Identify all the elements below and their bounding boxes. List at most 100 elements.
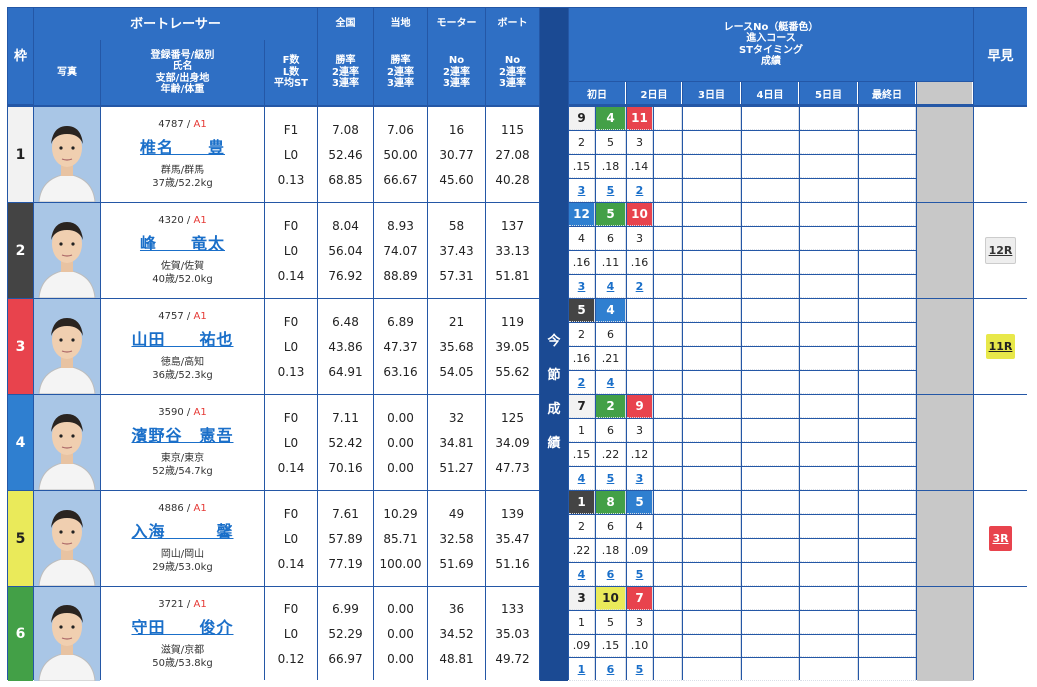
- race-cell-empty: [742, 347, 799, 370]
- age-weight: 52歳/54.7kg: [152, 466, 213, 477]
- racer-class: A1: [193, 119, 207, 130]
- race-cell-empty: [800, 395, 858, 418]
- header-hayami: 早見: [974, 8, 1027, 105]
- race-result-link[interactable]: 6: [596, 563, 626, 586]
- day-tab-4[interactable]: 4日目: [742, 82, 799, 104]
- racer-name-link[interactable]: 峰 竜太: [139, 234, 225, 253]
- touchi-value: 7.06: [387, 122, 414, 137]
- header-profile-line: 登録番号/級別: [150, 49, 215, 61]
- fl-stats: F0 L0 0.13: [265, 299, 317, 394]
- race-cell-empty: [654, 419, 682, 442]
- waku-number: 5: [8, 491, 33, 586]
- racer-name-link[interactable]: 濱野谷 憲吾: [131, 426, 234, 445]
- racer-name-link[interactable]: 山田 祐也: [131, 330, 234, 349]
- race-result-link[interactable]: 2: [627, 179, 653, 202]
- day-tab-6[interactable]: 最終日: [859, 82, 916, 104]
- zenkoku-value: 52.46: [328, 147, 363, 162]
- race-result-link[interactable]: 4: [569, 563, 595, 586]
- race-cell-empty: [859, 131, 916, 154]
- race-cell-empty: [654, 155, 682, 178]
- fl-stats: F0 L0 0.12: [265, 587, 317, 681]
- race-cell-empty: [683, 275, 741, 298]
- race-st: .22: [596, 443, 626, 466]
- header-boat-rates: No 2連率 3連率: [486, 40, 539, 105]
- touchi-value: 74.07: [383, 243, 418, 258]
- racer-photo-image: [35, 212, 99, 298]
- racer-profile: 3590 / A1 濱野谷 憲吾 東京/東京 52歳/54.7kg: [101, 395, 264, 490]
- race-result-link[interactable]: 5: [627, 658, 653, 681]
- race-cell-empty: [859, 563, 916, 586]
- registration-number: 3590 /: [158, 407, 194, 418]
- fl-value: F1: [283, 122, 299, 137]
- race-result-link[interactable]: 5: [596, 467, 626, 490]
- racer-name-link[interactable]: 守田 俊介: [131, 617, 234, 637]
- racer-name-link[interactable]: 入海 馨: [131, 522, 234, 541]
- race-cell-empty: [742, 587, 799, 610]
- race-result-link[interactable]: 5: [627, 563, 653, 586]
- race-cell-empty: [683, 155, 741, 178]
- race-cell-empty: [742, 635, 799, 657]
- racer-class: A1: [193, 503, 207, 514]
- race-result-link[interactable]: 3: [569, 275, 595, 298]
- motor-value: 58: [448, 218, 465, 233]
- race-cell-empty: [654, 491, 682, 514]
- konsetsu-char: 績: [547, 436, 561, 451]
- boat-value: 34.09: [495, 435, 530, 450]
- boat-value: 27.08: [495, 147, 530, 162]
- day-tab-1[interactable]: 初日: [569, 82, 626, 104]
- header-rate-line: 3連率: [387, 78, 414, 90]
- motor-stats: 16 30.77 45.60: [428, 107, 485, 202]
- racer-photo: [34, 491, 100, 586]
- race-number: 4: [596, 107, 626, 130]
- race-cell-empty: [654, 251, 682, 274]
- race-result-link[interactable]: 6: [596, 658, 626, 681]
- race-cell-empty: [683, 635, 741, 657]
- race-number: 8: [596, 491, 626, 514]
- race-number: 3: [569, 587, 595, 610]
- boat-value: 51.16: [495, 556, 530, 571]
- day-tab-3[interactable]: 3日目: [683, 82, 741, 104]
- header-fl-line: 平均ST: [273, 78, 309, 90]
- zenkoku-value: 64.91: [328, 364, 363, 379]
- race-result-link[interactable]: 2: [569, 371, 595, 394]
- zenkoku-value: 52.29: [328, 626, 363, 641]
- fl-value: 0.13: [277, 172, 305, 187]
- konsetsu-char: 今: [547, 334, 561, 349]
- hayami-race-link[interactable]: 3R: [989, 526, 1012, 551]
- registration-number: 4886 /: [158, 503, 194, 514]
- racer-name-link[interactable]: 椎名 豊: [139, 138, 225, 157]
- race-cell-empty: [654, 611, 682, 634]
- hayami-race-link[interactable]: 12R: [984, 237, 1017, 264]
- hayami-cell: [974, 587, 1027, 681]
- race-result-link[interactable]: 4: [569, 467, 595, 490]
- boat-value: 115: [501, 122, 524, 137]
- race-number: 4: [596, 299, 626, 322]
- race-st: .16: [569, 347, 595, 370]
- race-result-link[interactable]: 4: [596, 371, 626, 394]
- day-tab-2[interactable]: 2日目: [627, 82, 682, 104]
- boat-value: 33.13: [495, 243, 530, 258]
- boat-value: 47.73: [495, 460, 530, 475]
- race-result-link[interactable]: 5: [596, 179, 626, 202]
- race-cell-empty: [654, 227, 682, 250]
- fl-value: F0: [283, 218, 299, 233]
- race-course: 4: [627, 515, 653, 538]
- race-cell-empty: [742, 107, 799, 130]
- race-result-link[interactable]: 1: [569, 658, 595, 681]
- racer-photo: [34, 299, 100, 394]
- race-result-link[interactable]: 4: [596, 275, 626, 298]
- race-cell-empty: [683, 443, 741, 466]
- racer-photo: [34, 203, 100, 298]
- motor-stats: 21 35.68 54.05: [428, 299, 485, 394]
- branch-birthplace: 徳島/高知: [160, 357, 205, 368]
- race-result-link[interactable]: 3: [627, 467, 653, 490]
- race-result-link[interactable]: 2: [627, 275, 653, 298]
- race-result-link[interactable]: 3: [569, 179, 595, 202]
- racer-photo-image: [35, 500, 99, 586]
- fl-value: F0: [283, 314, 299, 329]
- hayami-race-link[interactable]: 11R: [985, 334, 1016, 359]
- race-cell-empty: [742, 467, 799, 490]
- race-cell-empty: [859, 179, 916, 202]
- motor-value: 51.27: [439, 460, 474, 475]
- day-tab-5[interactable]: 5日目: [800, 82, 858, 104]
